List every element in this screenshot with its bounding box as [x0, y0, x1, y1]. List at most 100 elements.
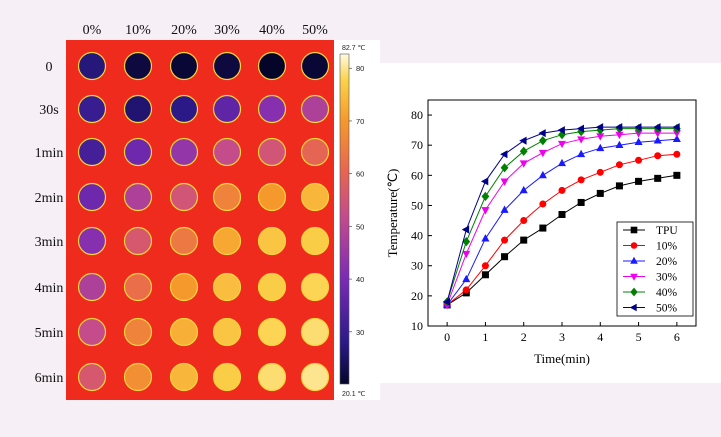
- y-tick-label: 30: [411, 259, 423, 273]
- data-point: [629, 303, 637, 312]
- thermal-cell: [77, 137, 107, 167]
- thermal-cell: [212, 317, 242, 347]
- thermal-cell: [169, 317, 199, 347]
- data-point: [481, 262, 489, 270]
- thermal-cell: [257, 317, 287, 347]
- thermal-cell: [212, 51, 242, 81]
- colorbar: 82.7 ℃ 20.1 ℃ 80 70 60 50 40 30: [339, 45, 366, 398]
- thermal-cell: [300, 94, 330, 124]
- data-point: [500, 205, 509, 213]
- row-labels: 0 30s 1min 2min 3min 4min 5min 6min: [35, 60, 64, 386]
- legend-box: [616, 221, 694, 317]
- x-tick-label: 6: [674, 330, 680, 344]
- thermal-cell: [212, 137, 242, 167]
- thermal-cell: [123, 317, 153, 347]
- data-point: [538, 149, 547, 158]
- row-label: 6min: [35, 371, 64, 386]
- row-label: 2min: [35, 191, 64, 206]
- thermal-cell: [212, 362, 242, 392]
- data-point: [481, 234, 490, 242]
- thermal-cell: [212, 226, 242, 256]
- thermal-cell: [257, 94, 287, 124]
- row-label: 0: [46, 60, 53, 75]
- data-point: [634, 123, 642, 132]
- chart-axes: 0 1 2 3 4 5 6 10 20 30 40 50 60 70 80: [411, 108, 680, 344]
- data-point: [519, 160, 528, 168]
- data-point: [539, 224, 547, 232]
- data-point: [634, 137, 643, 146]
- thermal-cell: [257, 272, 287, 302]
- thermal-cell: [77, 226, 107, 256]
- legend-label: TPU: [656, 225, 678, 237]
- column-label: 50%: [302, 23, 328, 38]
- colorbar-tick-label: 50: [356, 222, 364, 231]
- temperature-line-chart: 0 1 2 3 4 5 6 10 20 30 40 50 60 70 80 TPU 10% 20% 30% 40% 5…: [378, 63, 721, 383]
- thermal-cells: [77, 51, 330, 392]
- column-label: 40%: [259, 23, 285, 38]
- legend-entry: 40%: [623, 287, 678, 299]
- row-label: 1min: [35, 146, 64, 161]
- data-point: [654, 174, 662, 182]
- data-point: [654, 152, 662, 160]
- colorbar-tick-label: 60: [356, 170, 364, 179]
- data-point: [630, 242, 638, 249]
- chart-legend: TPU 10% 20% 30% 40% 50%: [616, 221, 694, 317]
- thermal-cell: [169, 182, 199, 212]
- x-tick-label: 5: [636, 330, 642, 344]
- thermal-cell: [300, 137, 330, 167]
- thermal-background: [66, 40, 334, 400]
- thermal-cell: [300, 51, 330, 81]
- x-tick-label: 4: [597, 330, 603, 344]
- thermal-cell: [77, 94, 107, 124]
- data-point: [539, 200, 547, 208]
- colorbar-tick-label: 40: [356, 275, 364, 284]
- data-point: [557, 158, 567, 167]
- thermal-cell: [300, 182, 330, 212]
- data-point: [615, 182, 623, 190]
- legend-label: 40%: [656, 287, 678, 299]
- thermal-cell: [123, 226, 153, 256]
- data-point: [635, 177, 643, 185]
- legend-entry: TPU: [623, 225, 678, 237]
- data-point: [614, 123, 623, 132]
- data-point: [595, 123, 604, 132]
- x-tick-label: 1: [482, 330, 488, 344]
- x-tick-label: 3: [559, 330, 565, 344]
- colorbar-tick-label: 80: [356, 64, 364, 73]
- data-point: [630, 287, 638, 297]
- data-point: [653, 123, 661, 132]
- legend-label: 30%: [656, 272, 678, 284]
- data-point: [673, 150, 681, 158]
- colorbar-tick-label: 30: [356, 328, 364, 337]
- row-label: 5min: [35, 326, 64, 341]
- data-point: [672, 123, 680, 132]
- colorbar-min-label: 20.1 ℃: [342, 391, 366, 398]
- column-label: 10%: [125, 23, 151, 38]
- data-point: [519, 136, 527, 145]
- data-point: [480, 177, 489, 186]
- row-label: 3min: [35, 235, 64, 250]
- chart-series: [442, 123, 681, 310]
- data-point: [577, 149, 586, 158]
- thermal-cell: [257, 137, 287, 167]
- data-point: [635, 156, 643, 164]
- thermal-cell: [257, 51, 287, 81]
- data-point: [557, 126, 565, 135]
- data-point: [673, 171, 681, 179]
- thermal-cell: [300, 272, 330, 302]
- thermal-cell: [212, 272, 242, 302]
- data-point: [615, 140, 624, 149]
- data-point: [653, 136, 662, 144]
- thermal-cell: [169, 137, 199, 167]
- thermal-cell: [77, 317, 107, 347]
- data-point: [630, 256, 638, 264]
- column-label: 20%: [171, 23, 197, 38]
- data-point: [615, 161, 623, 169]
- legend-label: 50%: [656, 303, 678, 315]
- column-label: 30%: [214, 23, 240, 38]
- series-50%: [442, 123, 680, 306]
- colorbar-max-label: 82.7 ℃: [342, 45, 366, 52]
- row-label: 30s: [39, 103, 58, 118]
- data-point: [520, 217, 528, 225]
- thermal-cell: [77, 51, 107, 81]
